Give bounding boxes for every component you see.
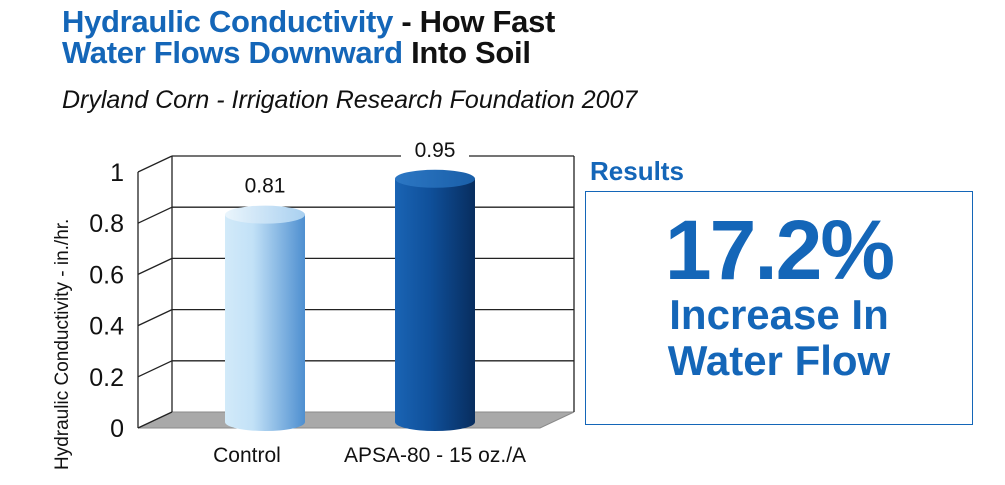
title-line2-blue: Water Flows Downward	[62, 35, 403, 70]
bar-top	[225, 205, 305, 224]
grid-layer	[137, 155, 575, 429]
bar-layer	[225, 169, 475, 431]
y-tick-label: 0.6	[89, 261, 124, 289]
x-tick-label: APSA-80 - 15 oz./A	[344, 444, 526, 467]
y-tick-label: 1	[110, 159, 124, 187]
data-label: 0.95	[415, 139, 456, 162]
gridline-diagonal	[137, 206, 173, 224]
chart-title-line-1: Hydraulic Conductivity - How Fast	[62, 6, 555, 37]
chart-floor	[137, 411, 575, 429]
title-line2-black: Into Soil	[402, 35, 531, 70]
chart-title: Hydraulic Conductivity - How Fast Water …	[62, 6, 555, 68]
gridline-diagonal	[137, 257, 173, 275]
data-label-bg	[401, 132, 469, 163]
title-line1-black: - How Fast	[393, 4, 556, 39]
results-heading: Results	[590, 156, 684, 186]
results-line-1: Increase In	[669, 291, 889, 338]
y-tick-label: 0.4	[89, 313, 124, 341]
y-tick-label: 0.2	[89, 364, 124, 392]
results-line-2: Water Flow	[667, 337, 891, 384]
gridline-diagonal	[137, 360, 173, 378]
y-axis-label: Hydraulic Conductivity - in./hr.	[52, 218, 73, 470]
bar-top	[395, 169, 475, 188]
title-line1-blue: Hydraulic Conductivity	[62, 4, 394, 39]
chart-subtitle: Dryland Corn - Irrigation Research Found…	[62, 86, 638, 114]
gridline-diagonal	[137, 309, 173, 327]
y-tick-label: 0.8	[89, 210, 124, 238]
bar-body	[395, 178, 475, 431]
data-label-bg	[231, 168, 299, 199]
bar	[395, 169, 475, 431]
y-tick-label: 0	[110, 415, 124, 443]
bar-body	[225, 214, 305, 431]
bar	[225, 205, 305, 431]
gridline-diagonal	[137, 411, 173, 429]
results-percent: 17.2%	[664, 203, 895, 297]
chart-title-line-2: Water Flows Downward Into Soil	[62, 37, 555, 68]
gridline-diagonal	[137, 155, 173, 173]
results-box: 17.2% Increase In Water Flow	[585, 191, 973, 425]
x-tick-label: Control	[213, 444, 281, 467]
data-label: 0.81	[245, 175, 286, 198]
